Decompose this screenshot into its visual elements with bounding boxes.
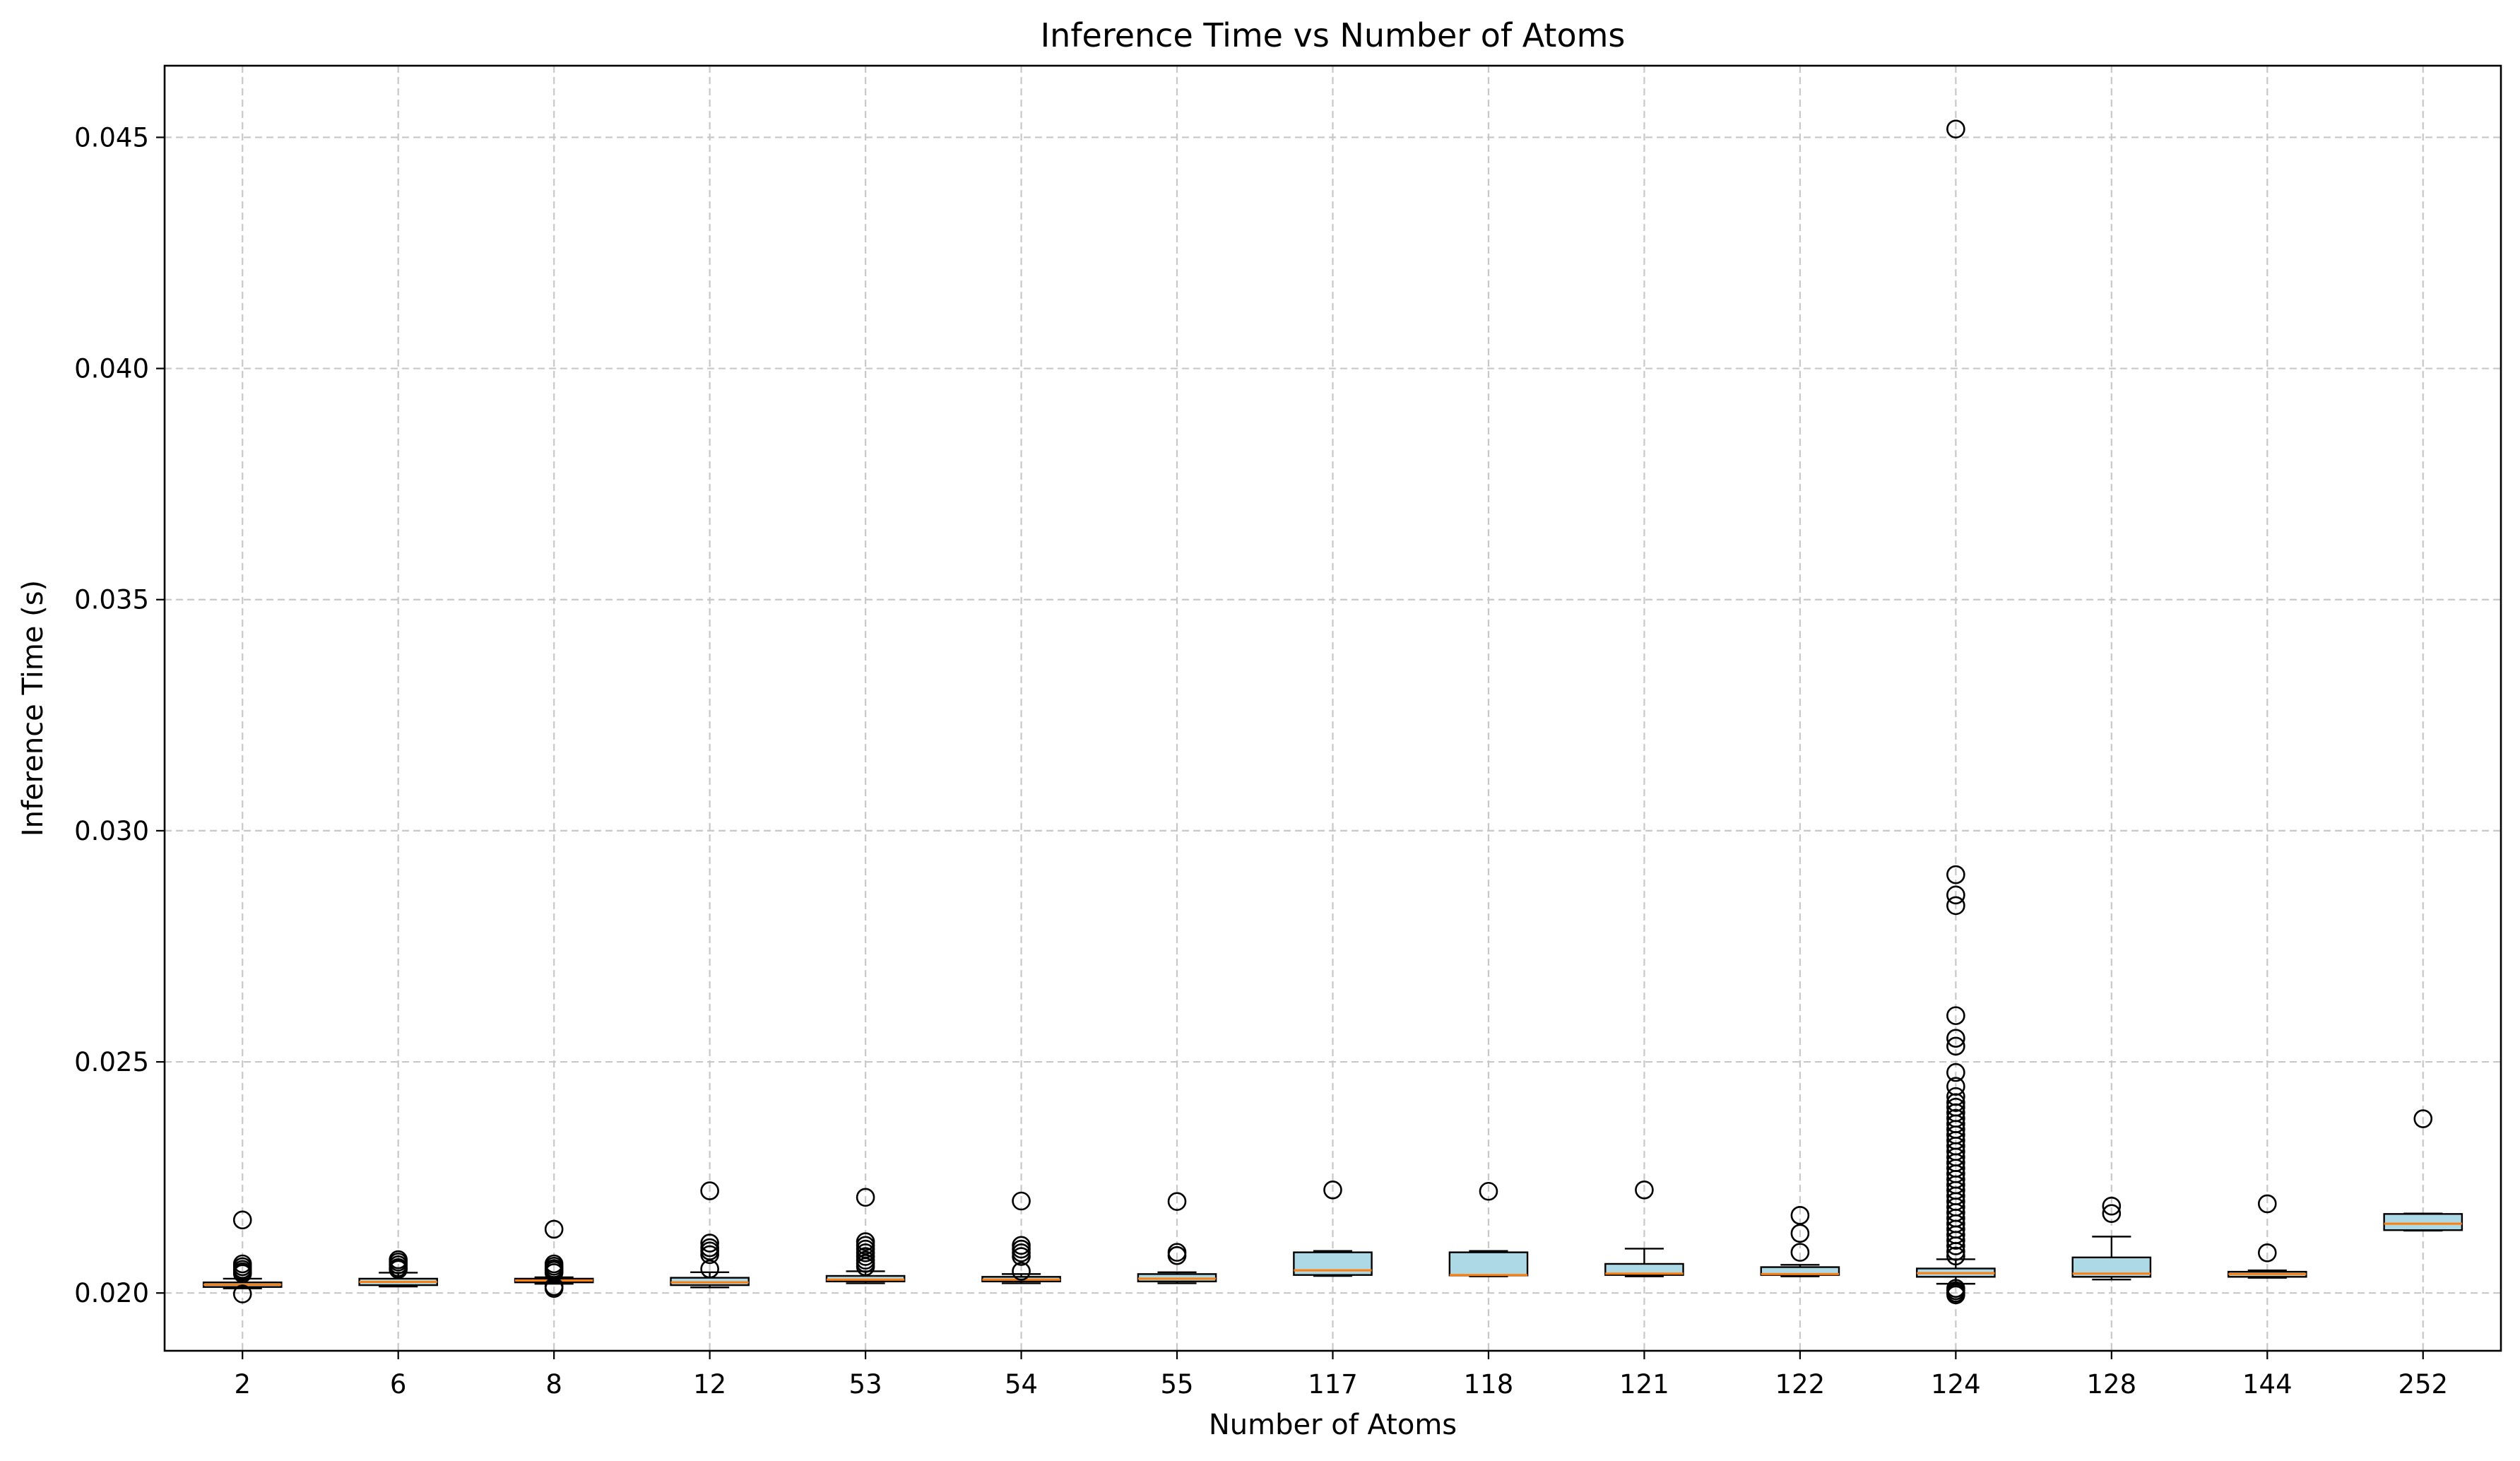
- outlier-point: [1635, 1180, 1654, 1200]
- iqr-box: [1448, 1251, 1529, 1277]
- outlier-point: [1946, 1246, 1965, 1266]
- outlier-point: [544, 1219, 564, 1239]
- y-tick-label: 0.025: [74, 1047, 149, 1077]
- x-tick-label: 128: [2087, 1369, 2137, 1400]
- outlier-point: [1946, 1006, 1965, 1025]
- chart-title: Inference Time vs Number of Atoms: [1041, 16, 1626, 54]
- y-tick-label: 0.035: [74, 585, 149, 615]
- x-tick-label: 53: [849, 1369, 882, 1400]
- outlier-point: [700, 1181, 719, 1200]
- outlier-point: [1012, 1262, 1031, 1281]
- box-55: [1137, 1192, 1217, 1284]
- x-tick-label: 117: [1308, 1369, 1358, 1400]
- axis-ticks: 0.020 0.025 0.030 0.035 0.040 0.045 2 6 8 12 53 54 5…: [74, 122, 2448, 1400]
- outlier-point: [1323, 1180, 1342, 1200]
- outlier-point: [1946, 1093, 1965, 1112]
- outlier-point: [544, 1263, 564, 1282]
- y-tick-label: 0.020: [74, 1278, 149, 1308]
- box-6: [358, 1250, 439, 1288]
- outlier-point: [700, 1245, 719, 1265]
- x-axis-label: Number of Atoms: [1209, 1409, 1457, 1441]
- outlier-point: [1946, 1063, 1965, 1082]
- box-144: [2227, 1194, 2307, 1279]
- x-tick-label: 8: [545, 1369, 562, 1400]
- x-tick-label: 2: [234, 1369, 251, 1400]
- outlier-point: [2258, 1243, 2277, 1262]
- iqr-box: [2383, 1213, 2463, 1231]
- box-252: [2383, 1109, 2463, 1232]
- box-128: [2071, 1196, 2152, 1281]
- outlier-point: [1790, 1205, 1810, 1225]
- x-tick-label: 124: [1931, 1369, 1981, 1400]
- outlier-point: [1946, 1231, 1965, 1250]
- x-tick-label: 252: [2398, 1369, 2448, 1400]
- outlier-point: [1946, 865, 1965, 885]
- outlier-point: [1479, 1181, 1498, 1201]
- box-8: [514, 1219, 594, 1298]
- outlier-point: [1167, 1246, 1187, 1265]
- outlier-point: [1946, 896, 1965, 916]
- outlier-point: [1946, 1029, 1965, 1048]
- outlier-point: [232, 1210, 252, 1230]
- x-tick-label: 6: [390, 1369, 407, 1400]
- y-tick-label: 0.040: [74, 354, 149, 384]
- box-124: [1916, 119, 1996, 1305]
- outlier-point: [232, 1284, 252, 1303]
- box-121: [1604, 1180, 1684, 1277]
- outlier-point: [1946, 119, 1965, 138]
- outlier-point: [1946, 1036, 1965, 1056]
- x-tick-label: 54: [1005, 1369, 1038, 1400]
- y-axis-label: Inference Time (s): [17, 580, 49, 836]
- outlier-point: [1790, 1243, 1810, 1262]
- box-117: [1293, 1180, 1373, 1277]
- y-tick-label: 0.030: [74, 816, 149, 846]
- box-2: [202, 1210, 283, 1303]
- box-122: [1760, 1205, 1840, 1277]
- outlier-point: [700, 1234, 719, 1253]
- outlier-point: [1946, 1285, 1965, 1305]
- y-tick-label: 0.045: [74, 122, 149, 153]
- box-54: [981, 1191, 1061, 1284]
- outlier-point: [856, 1257, 875, 1277]
- outlier-point: [700, 1259, 719, 1279]
- grid: [165, 66, 2501, 1351]
- outlier-point: [2102, 1204, 2122, 1223]
- outlier-point: [1946, 885, 1965, 905]
- x-tick-label: 12: [693, 1369, 726, 1400]
- box-53: [825, 1188, 906, 1284]
- x-tick-label: 122: [1775, 1369, 1826, 1400]
- x-tick-label: 118: [1464, 1369, 1514, 1400]
- outlier-point: [1946, 1236, 1965, 1255]
- outlier-point: [1012, 1247, 1031, 1266]
- outlier-point: [544, 1279, 564, 1298]
- outlier-point: [2258, 1194, 2277, 1214]
- box-plot-series: [202, 119, 2463, 1305]
- iqr-box: [1293, 1251, 1373, 1276]
- outlier-point: [1012, 1191, 1031, 1211]
- outlier-point: [232, 1264, 252, 1284]
- outlier-point: [2413, 1109, 2433, 1128]
- iqr-box: [1604, 1262, 1684, 1276]
- box-12: [670, 1181, 750, 1289]
- box-118: [1448, 1181, 1529, 1277]
- outlier-point: [1946, 1242, 1965, 1261]
- x-tick-label: 121: [1619, 1369, 1669, 1400]
- outlier-point: [2102, 1196, 2122, 1216]
- outlier-point: [856, 1188, 875, 1207]
- x-tick-label: 55: [1160, 1369, 1193, 1400]
- outlier-point: [389, 1260, 408, 1279]
- x-tick-label: 144: [2242, 1369, 2293, 1400]
- outlier-point: [1790, 1224, 1810, 1243]
- outlier-point: [1167, 1192, 1187, 1211]
